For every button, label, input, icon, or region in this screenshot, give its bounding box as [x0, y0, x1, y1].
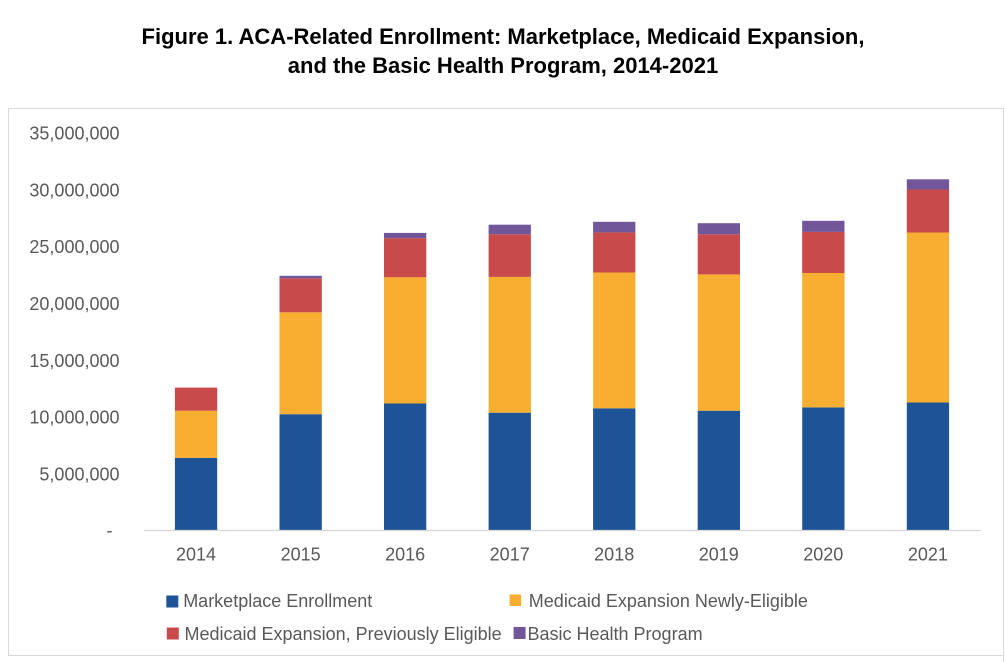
svg-text:2016: 2016 [385, 544, 425, 564]
svg-text:and the Basic Health Program,: and the Basic Health Program, 2014-2021 [288, 53, 718, 78]
svg-text:2019: 2019 [699, 544, 739, 564]
svg-text:2017: 2017 [490, 544, 530, 564]
svg-text:10,000,000: 10,000,000 [29, 408, 119, 428]
svg-text:25,000,000: 25,000,000 [29, 237, 119, 257]
svg-text:2015: 2015 [281, 544, 321, 564]
svg-text:35,000,000: 35,000,000 [29, 124, 119, 144]
svg-text:2020: 2020 [803, 544, 843, 564]
svg-text:Basic Health Program: Basic Health Program [528, 624, 703, 644]
svg-text:2014: 2014 [176, 544, 216, 564]
svg-text:2018: 2018 [594, 544, 634, 564]
svg-text:-: - [107, 521, 113, 541]
svg-text:Figure 1. ACA-Related Enrollme: Figure 1. ACA-Related Enrollment: Market… [142, 24, 865, 49]
svg-text:20,000,000: 20,000,000 [29, 294, 119, 314]
svg-text:2021: 2021 [908, 544, 948, 564]
svg-text:Medicaid Expansion, Previously: Medicaid Expansion, Previously Eligible [185, 624, 502, 644]
svg-text:Marketplace Enrollment: Marketplace Enrollment [183, 591, 372, 611]
svg-text:5,000,000: 5,000,000 [39, 464, 119, 484]
svg-text:Medicaid Expansion Newly-Eligi: Medicaid Expansion Newly-Eligible [529, 591, 808, 611]
svg-text:30,000,000: 30,000,000 [29, 180, 119, 200]
svg-text:15,000,000: 15,000,000 [29, 351, 119, 371]
